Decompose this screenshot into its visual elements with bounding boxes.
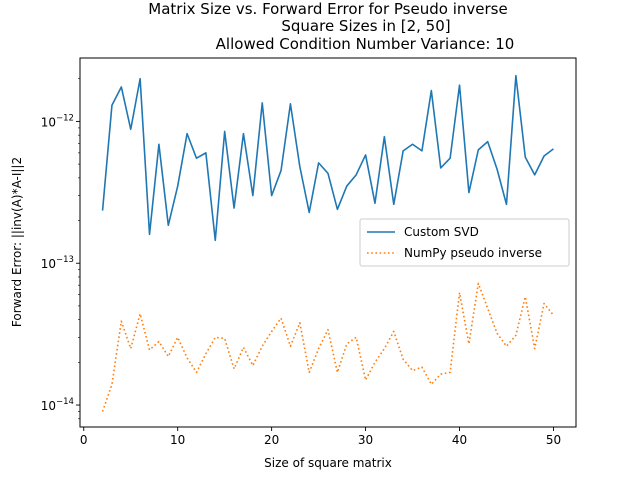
legend: Custom SVD NumPy pseudo inverse: [359, 218, 570, 267]
series-line-numpy-pseudo-inverse: [101, 282, 555, 412]
chart-title-line-1: Matrix Size vs. Forward Error for Pseudo…: [148, 0, 507, 18]
chart-title-line-2: Square Sizes in [2, 50]: [281, 17, 450, 35]
legend-label-numpy-pseudo-inverse: NumPy pseudo inverse: [404, 246, 542, 260]
series-layer: [101, 74, 555, 412]
x-tick-label: 30: [358, 433, 373, 447]
x-axis-label: Size of square matrix: [264, 456, 392, 470]
axes-frame: [79, 57, 577, 428]
legend-box: [359, 218, 570, 267]
y-tick-label-exponent: −14: [56, 397, 74, 407]
chart-title-line-3: Allowed Condition Number Variance: 10: [216, 35, 515, 53]
y-axis-label: Forward Error: ||inv(A)*A-I||2: [10, 157, 24, 327]
y-tick-label: 10: [41, 115, 56, 129]
plot-area: [79, 57, 577, 428]
x-tick-label: 40: [452, 433, 467, 447]
y-tick-label-exponent: −13: [56, 255, 74, 265]
chart-title: Matrix Size vs. Forward Error for Pseudo…: [148, 0, 514, 53]
x-tick-label: 20: [264, 433, 279, 447]
legend-label-custom-svd: Custom SVD: [404, 225, 479, 239]
x-tick-label: 10: [170, 433, 185, 447]
y-tick-label: 10: [41, 399, 56, 413]
series-line-custom-svd: [101, 74, 554, 242]
x-tick-label: 50: [546, 433, 561, 447]
x-tick-label: 0: [80, 433, 88, 447]
y-tick-label: 10: [41, 257, 56, 271]
y-tick-label-exponent: −12: [56, 113, 74, 123]
x-axis-ticks: 0 10 20 30 40 50: [80, 427, 561, 447]
